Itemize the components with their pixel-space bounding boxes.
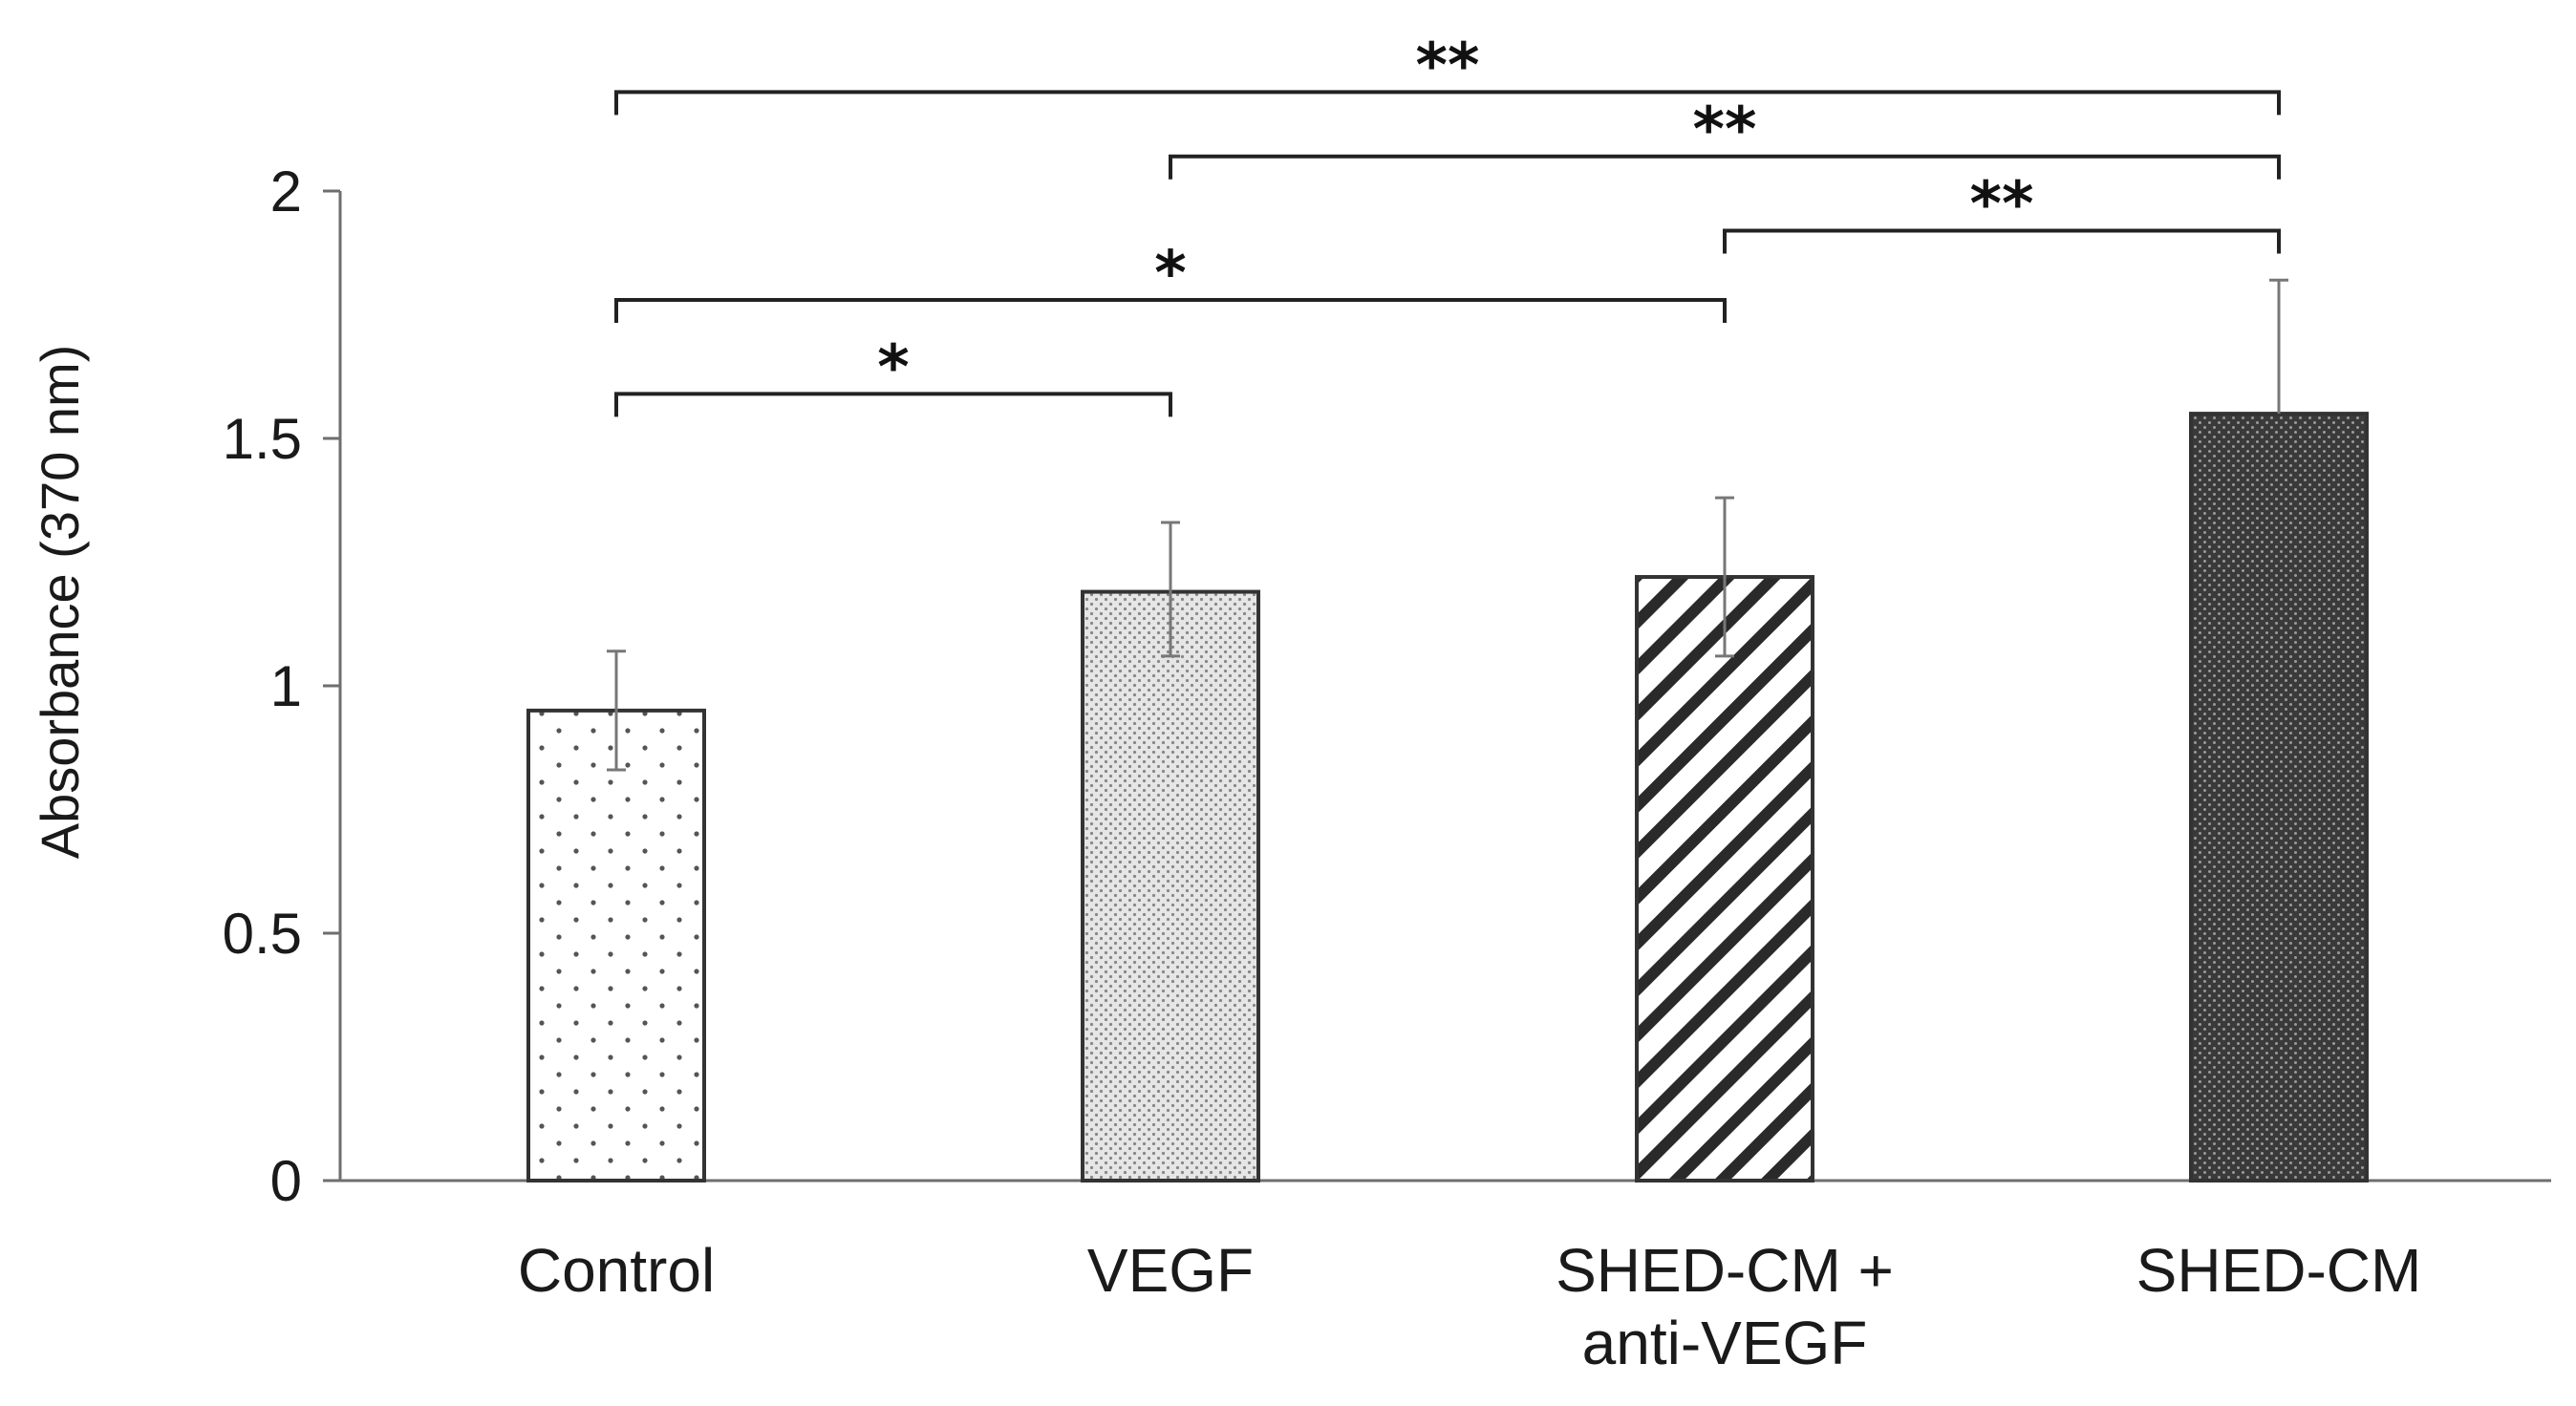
significance-label: **	[1416, 31, 1480, 101]
bars	[526, 412, 2369, 1183]
y-tick-label: 0	[270, 1149, 302, 1213]
y-ticks: 0 0.5 1 1.5 2	[223, 160, 340, 1213]
significance-label: *	[877, 332, 909, 403]
error-bars	[607, 278, 2288, 772]
category-labels: Control VEGF SHED-CM +anti-VEGF SHED-CM	[518, 1236, 2421, 1377]
y-tick-label: 1	[270, 654, 302, 718]
significance-label: *	[1154, 239, 1186, 309]
bar	[1635, 575, 1814, 1182]
bar	[1081, 589, 1260, 1182]
category-label: VEGF	[1087, 1236, 1254, 1305]
significance-label: **	[1970, 169, 2034, 240]
significance-bracket	[614, 392, 1172, 417]
y-tick-label: 2	[270, 160, 302, 224]
significance-bracket	[1169, 154, 2281, 180]
significance-bracket	[1723, 228, 2281, 254]
bar	[2189, 412, 2369, 1183]
significance-label: **	[1693, 96, 1757, 166]
category-label: SHED-CM +	[1556, 1236, 1894, 1305]
category-label: SHED-CM	[2136, 1236, 2422, 1305]
y-tick-label: 0.5	[223, 902, 302, 966]
significance-brackets: ********	[614, 31, 2281, 417]
category-label: Control	[518, 1236, 715, 1305]
category-label: anti-VEGF	[1582, 1309, 1868, 1377]
significance-bracket	[614, 297, 1727, 323]
bar	[526, 708, 706, 1183]
y-axis-title: Absorbance (370 nm)	[30, 345, 90, 860]
y-tick-label: 1.5	[223, 407, 302, 471]
significance-bracket	[614, 90, 2281, 116]
